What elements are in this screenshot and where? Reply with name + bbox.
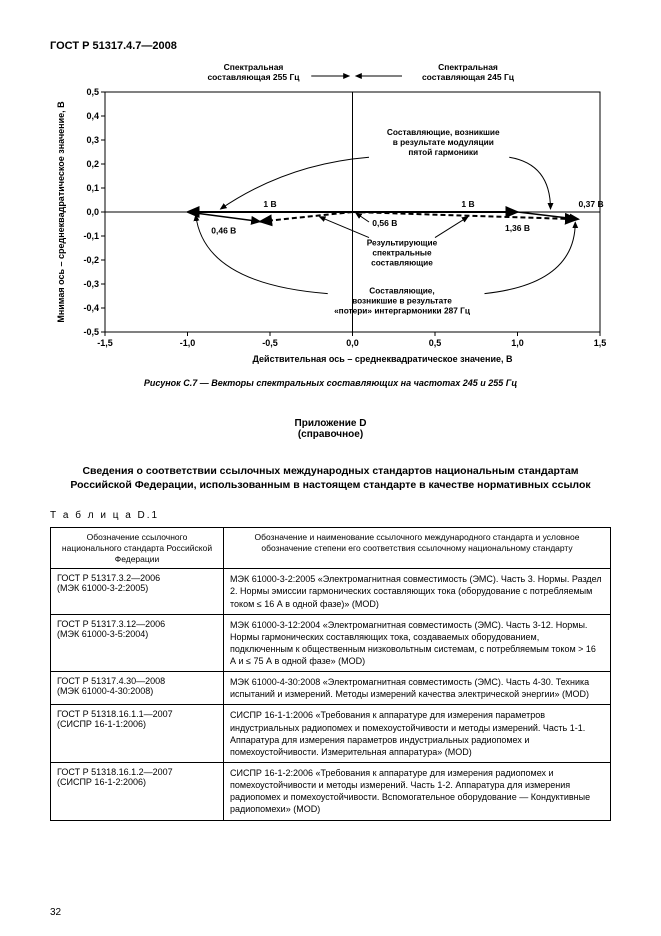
svg-text:0,2: 0,2: [86, 159, 99, 169]
svg-text:0,5: 0,5: [86, 87, 99, 97]
reference-table: Обозначение ссылочного национального ста…: [50, 527, 611, 820]
svg-text:1,5: 1,5: [594, 338, 607, 348]
svg-text:1,0: 1,0: [511, 338, 524, 348]
svg-text:составляющая 245 Гц: составляющая 245 Гц: [422, 72, 515, 82]
ref-national: ГОСТ Р 51318.16.1.2—2007(СИСПР 16-1-2:20…: [51, 763, 224, 821]
ref-international: МЭК 61000-3-12:2004 «Электромагнитная со…: [224, 614, 611, 672]
col1-header: Обозначение ссылочного национального ста…: [51, 528, 224, 569]
svg-text:Спектральная: Спектральная: [224, 62, 284, 72]
ref-international: СИСПР 16-1-1:2006 «Требования к аппарату…: [224, 705, 611, 763]
svg-text:0,5: 0,5: [429, 338, 442, 348]
spectral-chart: -0,5 -0,4 -0,3 -0,2 -0,1 0,0 0,1 0,2 0,3 0,4 0,5 -1…: [50, 58, 611, 368]
ref-national: ГОСТ Р 51318.16.1.1—2007(СИСПР 16-1-1:20…: [51, 705, 224, 763]
table-row: ГОСТ Р 51317.3.12—2006(МЭК 61000-3-5:200…: [51, 614, 611, 672]
table-row: ГОСТ Р 51317.4.30—2008(МЭК 61000-4-30:20…: [51, 672, 611, 705]
svg-text:спектральные: спектральные: [372, 248, 432, 258]
svg-text:1,36 В: 1,36 В: [505, 223, 530, 233]
svg-text:-0,5: -0,5: [83, 327, 99, 337]
svg-text:-1,0: -1,0: [180, 338, 196, 348]
svg-text:пятой гармоники: пятой гармоники: [408, 147, 478, 157]
svg-text:-1,5: -1,5: [97, 338, 113, 348]
appendix-subtitle: (справочное): [50, 429, 611, 440]
table-row: ГОСТ Р 51318.16.1.1—2007(СИСПР 16-1-1:20…: [51, 705, 611, 763]
svg-text:Мнимая ось – среднеквадратичес: Мнимая ось – среднеквадратическое значен…: [56, 101, 66, 323]
figure-caption: Рисунок С.7 — Векторы спектральных соста…: [50, 378, 611, 388]
svg-text:-0,1: -0,1: [83, 231, 99, 241]
svg-text:«потери» интергармоники 287 Гц: «потери» интергармоники 287 Гц: [334, 306, 471, 316]
svg-text:-0,5: -0,5: [262, 338, 278, 348]
ref-national: ГОСТ Р 51317.3.2—2006(МЭК 61000-3-2:2005…: [51, 569, 224, 614]
appendix-title: Приложение D: [50, 418, 611, 429]
svg-text:Спектральная: Спектральная: [438, 62, 498, 72]
svg-text:0,56 B: 0,56 B: [372, 218, 397, 228]
table-label: Т а б л и ц а D.1: [50, 510, 611, 521]
svg-text:0,0: 0,0: [86, 207, 99, 217]
svg-text:0,0: 0,0: [346, 338, 359, 348]
ref-national: ГОСТ Р 51317.3.12—2006(МЭК 61000-3-5:200…: [51, 614, 224, 672]
svg-text:-0,2: -0,2: [83, 255, 99, 265]
svg-text:1 В: 1 В: [263, 199, 276, 209]
svg-text:в результате модуляции: в результате модуляции: [393, 137, 494, 147]
ref-international: СИСПР 16-1-2:2006 «Требования к аппарату…: [224, 763, 611, 821]
svg-text:составляющая 255 Гц: составляющая 255 Гц: [207, 72, 300, 82]
svg-text:0,37 В: 0,37 В: [579, 199, 604, 209]
svg-text:Результирующие: Результирующие: [367, 238, 438, 248]
ref-international: МЭК 61000-4-30:2008 «Электромагнитная со…: [224, 672, 611, 705]
section-title: Сведения о соответствии ссылочных междун…: [60, 464, 601, 492]
page-number: 32: [50, 907, 61, 918]
ref-international: МЭК 61000-3-2:2005 «Электромагнитная сов…: [224, 569, 611, 614]
col2-header: Обозначение и наименование ссылочного ме…: [224, 528, 611, 569]
svg-text:Составляющие,: Составляющие,: [369, 286, 434, 296]
svg-text:возникшие в результате: возникшие в результате: [352, 296, 452, 306]
page-header: ГОСТ Р 51317.4.7—2008: [50, 40, 611, 52]
svg-text:-0,3: -0,3: [83, 279, 99, 289]
svg-text:0,4: 0,4: [86, 111, 99, 121]
svg-text:Действительная ось – среднеква: Действительная ось – среднеквадратическо…: [253, 354, 513, 364]
table-row: ГОСТ Р 51317.3.2—2006(МЭК 61000-3-2:2005…: [51, 569, 611, 614]
table-row: ГОСТ Р 51318.16.1.2—2007(СИСПР 16-1-2:20…: [51, 763, 611, 821]
svg-text:Составляющие, возникшие: Составляющие, возникшие: [387, 127, 500, 137]
svg-text:0,3: 0,3: [86, 135, 99, 145]
ref-national: ГОСТ Р 51317.4.30—2008(МЭК 61000-4-30:20…: [51, 672, 224, 705]
svg-text:0,46 В: 0,46 В: [211, 226, 236, 236]
svg-text:составляющие: составляющие: [371, 258, 433, 268]
svg-text:1 В: 1 В: [461, 199, 474, 209]
svg-text:-0,4: -0,4: [83, 303, 99, 313]
svg-text:0,1: 0,1: [86, 183, 99, 193]
table-header-row: Обозначение ссылочного национального ста…: [51, 528, 611, 569]
